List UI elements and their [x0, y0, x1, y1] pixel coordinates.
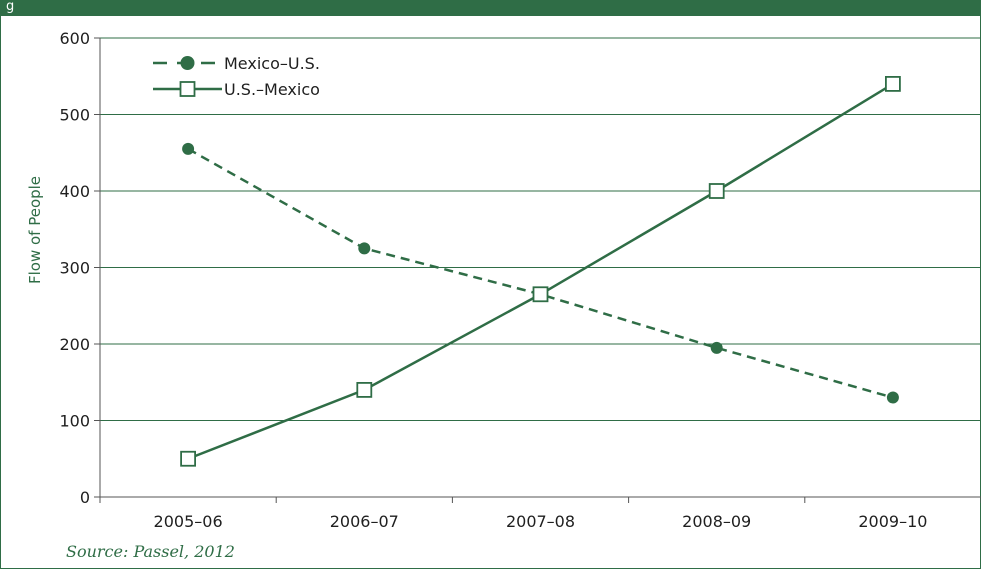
legend: Mexico–U.S. U.S.–Mexico: [153, 54, 320, 99]
y-tick-label-400: 400: [59, 182, 90, 201]
y-axis-label: Flow of People: [26, 176, 44, 284]
legend-label-1: U.S.–Mexico: [224, 80, 320, 99]
y-tick-label-300: 300: [59, 259, 90, 278]
y-tick-labels: 0 100 200 300 400 500 600: [59, 29, 90, 507]
axes: [94, 37, 981, 503]
series-0-point-0: [182, 142, 195, 155]
y-tick-label-600: 600: [59, 29, 90, 48]
x-tick-label-2: 2007–08: [506, 512, 575, 531]
line-chart: 0 100 200 300 400 500 600 2005–06 2006–07 2007–0…: [26, 29, 981, 531]
x-tick-label-1: 2006–07: [330, 512, 399, 531]
y-tick-label-100: 100: [59, 412, 90, 431]
series-1-point-0: [180, 450, 197, 467]
figure-header-bar: g: [0, 0, 981, 16]
x-tick-labels: 2005–06 2006–07 2007–08 2008–09 2009–10: [154, 512, 928, 531]
series-layer: [180, 76, 901, 467]
grid-lines: [100, 37, 981, 421]
series-0-point-4: [886, 391, 899, 404]
source-note: Source: Passel, 2012: [66, 542, 235, 561]
x-tick-label-0: 2005–06: [154, 512, 223, 531]
series-1-point-1: [356, 381, 373, 398]
legend-marker-0: [180, 56, 195, 70]
legend-marker-1: [179, 81, 196, 97]
series-0-point-3: [710, 341, 723, 354]
series-1-point-4: [885, 76, 901, 92]
series-line-0: [187, 147, 894, 399]
y-tick-label-0: 0: [80, 488, 90, 507]
figure-title-fragment: g: [6, 0, 15, 14]
series-1-point-3: [708, 183, 725, 199]
series-0-point-1: [358, 242, 371, 255]
x-tick-label-3: 2008–09: [682, 512, 751, 531]
series-1-point-2: [532, 286, 549, 303]
y-tick-label-200: 200: [59, 335, 90, 354]
series-line-1: [187, 82, 894, 460]
x-tick-label-4: 2009–10: [858, 512, 927, 531]
y-tick-label-500: 500: [59, 106, 90, 125]
legend-label-0: Mexico–U.S.: [224, 54, 320, 73]
